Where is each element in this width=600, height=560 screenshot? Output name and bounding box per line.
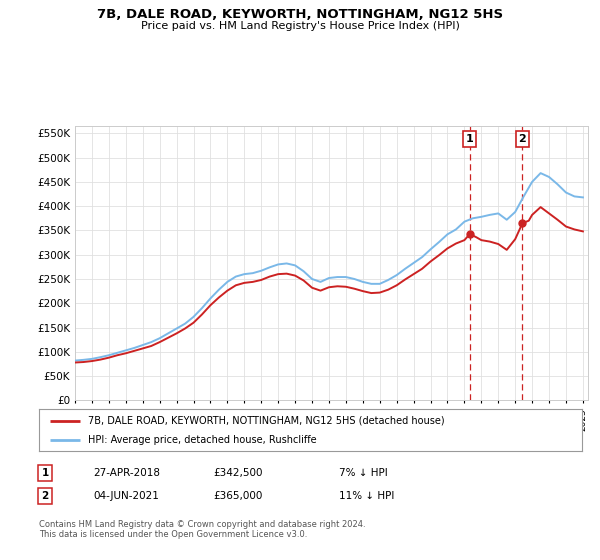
Text: HPI: Average price, detached house, Rushcliffe: HPI: Average price, detached house, Rush…: [88, 435, 316, 445]
Text: 2: 2: [518, 134, 526, 144]
Text: Contains HM Land Registry data © Crown copyright and database right 2024.
This d: Contains HM Land Registry data © Crown c…: [39, 520, 365, 539]
Text: 7B, DALE ROAD, KEYWORTH, NOTTINGHAM, NG12 5HS: 7B, DALE ROAD, KEYWORTH, NOTTINGHAM, NG1…: [97, 8, 503, 21]
Text: 7% ↓ HPI: 7% ↓ HPI: [339, 468, 388, 478]
Text: £365,000: £365,000: [213, 491, 262, 501]
Text: £342,500: £342,500: [213, 468, 263, 478]
Text: 04-JUN-2021: 04-JUN-2021: [93, 491, 159, 501]
Text: 27-APR-2018: 27-APR-2018: [93, 468, 160, 478]
Text: 7B, DALE ROAD, KEYWORTH, NOTTINGHAM, NG12 5HS (detached house): 7B, DALE ROAD, KEYWORTH, NOTTINGHAM, NG1…: [88, 416, 445, 426]
Text: 1: 1: [466, 134, 473, 144]
Text: 1: 1: [41, 468, 49, 478]
Text: 11% ↓ HPI: 11% ↓ HPI: [339, 491, 394, 501]
Text: 2: 2: [41, 491, 49, 501]
Text: Price paid vs. HM Land Registry's House Price Index (HPI): Price paid vs. HM Land Registry's House …: [140, 21, 460, 31]
